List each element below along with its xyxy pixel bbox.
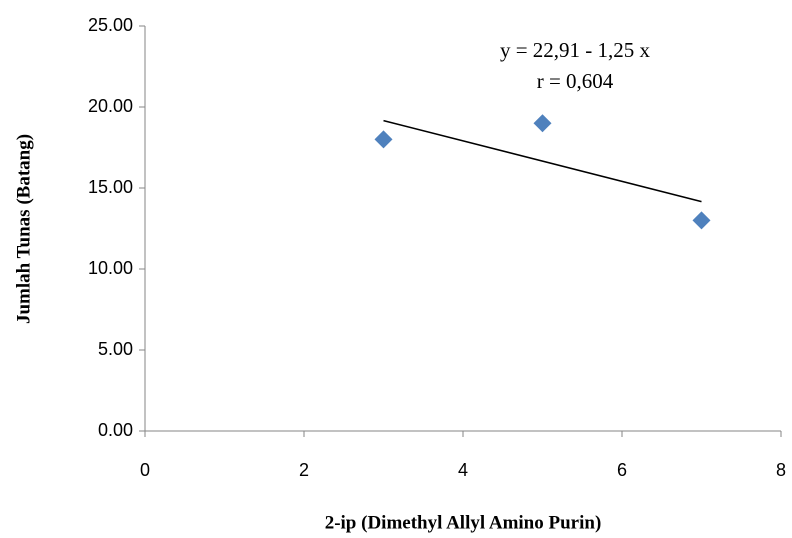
x-tick-label: 8 xyxy=(776,460,786,480)
point xyxy=(533,114,552,133)
y-tick-label: 5.00 xyxy=(98,339,133,359)
x-tick-label: 4 xyxy=(458,460,468,480)
point xyxy=(374,130,393,149)
trendline xyxy=(383,119,702,203)
y-tick-label: 0.00 xyxy=(98,420,133,440)
x-axis-title: 2-ip (Dimethyl Allyl Amino Purin) xyxy=(325,512,602,533)
point xyxy=(692,211,711,230)
y-axis-title: Jumlah Tunas (Batang) xyxy=(13,134,34,324)
x-tick-label: 0 xyxy=(140,460,150,480)
x-tick-label: 6 xyxy=(617,460,627,480)
y-tick-label: 25.00 xyxy=(88,15,133,35)
trend-equation: y = 22,91 - 1,25 x xyxy=(500,38,651,62)
y-tick-label: 20.00 xyxy=(88,96,133,116)
trend-r: r = 0,604 xyxy=(537,69,614,93)
y-tick-label: 15.00 xyxy=(88,177,133,197)
x-tick-label: 2 xyxy=(299,460,309,480)
y-tick-label: 10.00 xyxy=(88,258,133,278)
